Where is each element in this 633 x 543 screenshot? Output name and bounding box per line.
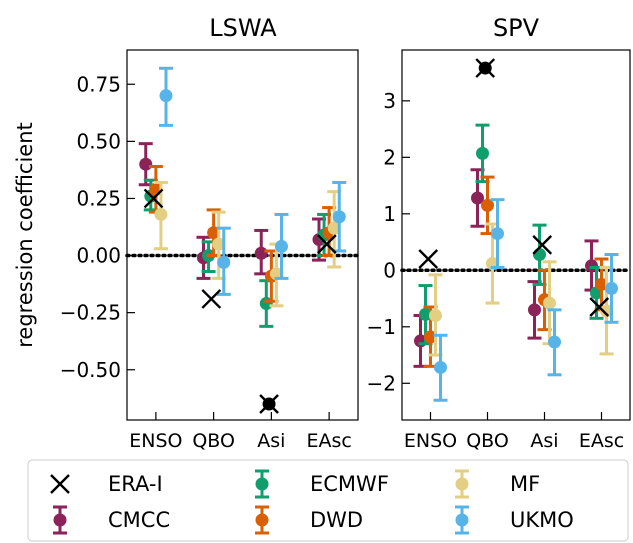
y-tick-label-lswa: 0.25 [76, 186, 121, 210]
point-mf [600, 304, 614, 318]
point-mf [154, 207, 168, 221]
y-tick-label-lswa: −0.25 [60, 301, 121, 325]
point-era-i-highlight [478, 61, 492, 75]
legend-marker-dot [455, 477, 469, 491]
x-tick-label-spv: QBO [466, 430, 509, 452]
x-tick-label-lswa: EAsc [306, 430, 351, 452]
point-ukmo [434, 360, 448, 374]
x-tick-label-lswa: QBO [192, 430, 235, 452]
x-tick-label-spv: ENSO [404, 430, 457, 452]
y-tick-label-spv: 2 [383, 145, 396, 169]
y-tick-label-lswa: 0.50 [76, 129, 121, 153]
point-cmcc [254, 246, 268, 260]
x-tick-label-spv: Asi [530, 430, 558, 452]
x-tick-label-spv: EAsc [579, 430, 624, 452]
x-tick-label-lswa: Asi [257, 430, 285, 452]
panel-title-lswa: LSWA [209, 14, 277, 42]
y-tick-label-spv: 0 [383, 258, 396, 282]
panel-spv: SPV 3 2 1 0 −1 −2 ENSO QBO Asi EAsc [367, 14, 632, 452]
point-era-i-highlight [262, 397, 276, 411]
point-cmcc [527, 303, 541, 317]
plot-area-lswa: 0.75 0.50 0.25 0.00 −0.25 −0.50 ENSO QBO Asi EAsc [60, 66, 360, 452]
plot-area-spv: 3 2 1 0 −1 −2 ENSO QBO Asi EAsc [367, 58, 632, 452]
point-ecmwf [532, 247, 546, 261]
y-tick-label-lswa: 0.75 [76, 72, 121, 96]
panel-title-spv: SPV [493, 14, 540, 42]
point-cmcc [139, 157, 153, 171]
legend-marker-era-i [50, 474, 70, 494]
reference-marker-era-i [532, 235, 553, 255]
panel-lswa: LSWA 0.75 0.50 0.25 0.00 −0.25 −0.50 ENSO QBO As… [60, 14, 360, 452]
point-ukmo [605, 281, 619, 295]
y-tick-label-spv: −2 [367, 371, 396, 395]
y-tick-label-spv: 1 [383, 202, 396, 226]
y-tick-label-spv: −1 [367, 315, 396, 339]
axes-frame-spv [401, 49, 631, 421]
point-dwd [481, 198, 494, 212]
y-tick-label-spv: 3 [383, 89, 396, 113]
axes-frame-lswa [126, 49, 359, 421]
point-dwd [424, 330, 437, 344]
point-mf [212, 237, 226, 251]
point-ukmo [548, 335, 562, 349]
legend-frame [27, 459, 629, 542]
legend-marker-dot [53, 513, 67, 527]
point-ukmo [491, 227, 505, 241]
point-cmcc [584, 259, 598, 273]
legend-label-mf: MF [510, 472, 540, 496]
point-ukmo [275, 239, 289, 253]
legend-marker-dot [455, 513, 469, 527]
reference-marker-era-i [143, 188, 164, 209]
x-tick-label-lswa: ENSO [129, 430, 182, 452]
point-ukmo [159, 89, 173, 103]
legend-marker-dot [255, 477, 269, 491]
point-dwd [595, 277, 608, 291]
legend-marker-dot [255, 513, 269, 527]
point-mf [327, 221, 341, 235]
point-ecmwf [418, 307, 432, 321]
legend-label-ecmwf: ECMWF [310, 472, 389, 496]
reference-marker-era-i [201, 289, 222, 309]
legend: ERA-I ECMWF MF CMCC DWD UKMO [27, 459, 629, 542]
point-ukmo [217, 255, 231, 269]
legend-label-era-i: ERA-I [108, 472, 163, 496]
y-axis-label: regression coefficient [13, 122, 37, 348]
legend-label-dwd: DWD [310, 508, 363, 532]
point-ecmwf [475, 146, 489, 160]
legend-label-ukmo: UKMO [510, 508, 574, 532]
reference-marker-era-i [589, 297, 610, 317]
point-mf [543, 296, 557, 310]
y-tick-label-lswa: 0.00 [76, 244, 121, 268]
reference-marker-era-i [418, 249, 439, 269]
legend-label-cmcc: CMCC [108, 508, 170, 532]
point-ukmo [332, 210, 346, 224]
point-cmcc [470, 191, 484, 205]
y-tick-label-lswa: −0.50 [60, 358, 121, 382]
point-mf [429, 308, 443, 322]
reference-marker-era-i [316, 234, 337, 254]
